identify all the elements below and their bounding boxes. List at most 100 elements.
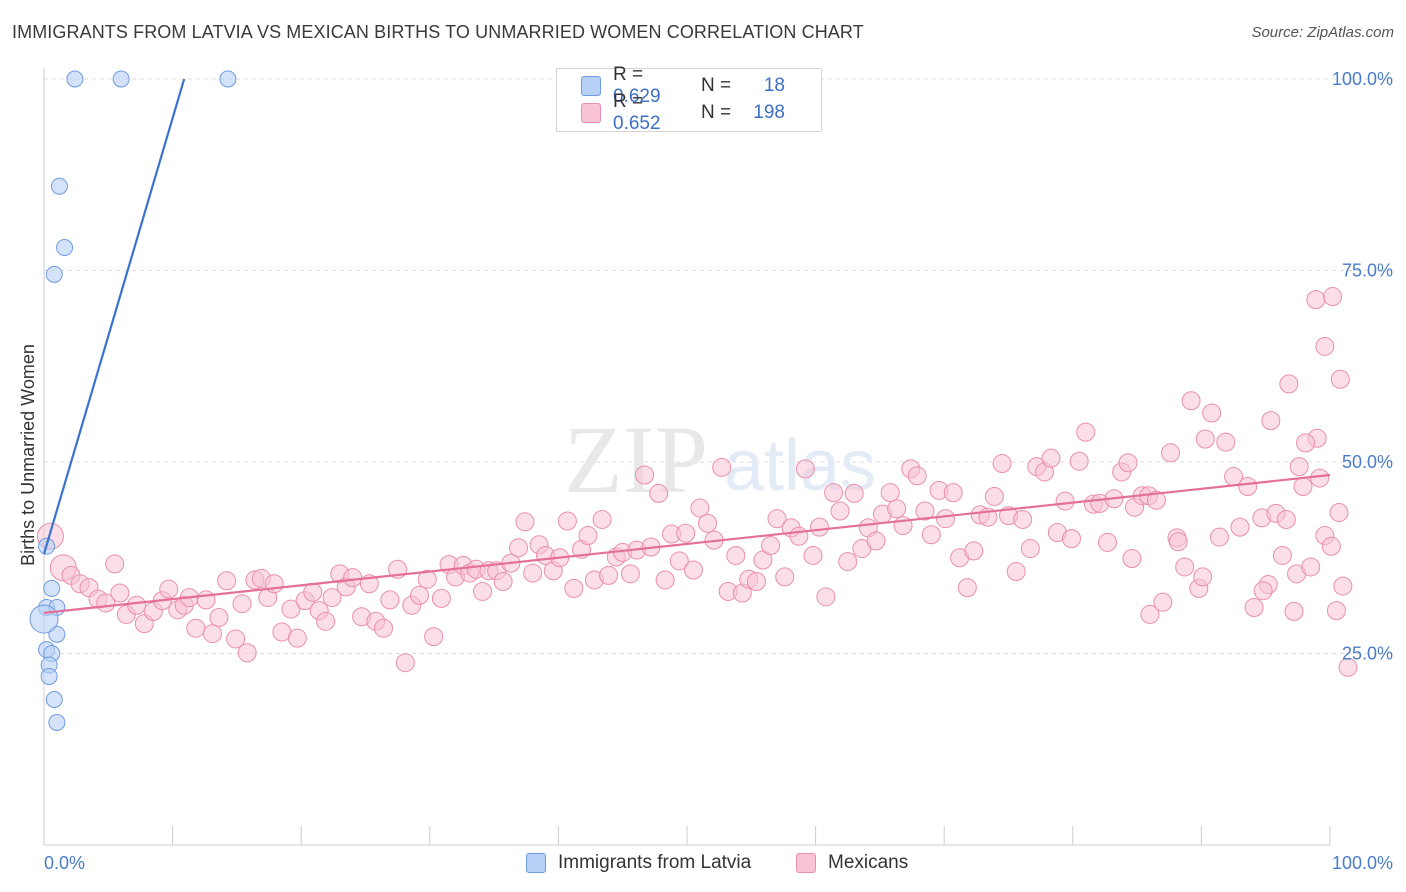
mexicans-point xyxy=(1202,403,1222,423)
mexicans-point xyxy=(1062,529,1082,549)
mexicans-point xyxy=(1230,517,1250,537)
mexicans-point xyxy=(698,513,718,533)
mexicans-point xyxy=(635,465,655,485)
mexicans-point xyxy=(838,552,858,572)
mexicans-point xyxy=(649,483,669,503)
mexicans-point xyxy=(809,517,829,537)
mexicans-point xyxy=(1193,567,1213,587)
mexicans-point xyxy=(226,629,246,649)
legend-r-value-mexicans: 0.652 xyxy=(613,113,661,134)
latvia-point xyxy=(219,70,237,88)
mexicans-point xyxy=(921,525,941,545)
mexicans-point xyxy=(1293,477,1313,497)
mexicans-point xyxy=(935,509,955,529)
mexicans-point xyxy=(1326,601,1346,621)
mexicans-point xyxy=(1153,592,1173,612)
mexicans-point xyxy=(1296,433,1316,453)
mexicans-point xyxy=(676,523,696,543)
y-tick-label: 25.0% xyxy=(1342,644,1393,664)
mexicans-point xyxy=(1329,503,1349,523)
mexicans-point xyxy=(726,545,746,565)
mexicans-point xyxy=(655,570,675,590)
mexicans-point xyxy=(964,541,984,561)
mexicans-point xyxy=(816,587,836,607)
mexicans-point xyxy=(232,594,252,614)
mexicans-point xyxy=(186,618,206,638)
latvia-point xyxy=(112,70,130,88)
legend-row-latvia: R = 0.629 N = 18 xyxy=(581,64,785,107)
latvia-swatch xyxy=(581,76,601,96)
mexicans-point xyxy=(957,578,977,598)
y-tick-label: 75.0% xyxy=(1342,261,1393,281)
mexicans-point xyxy=(1289,457,1309,477)
mexicans-point xyxy=(202,624,222,644)
mexicans-point xyxy=(1168,532,1188,552)
mexicans-point xyxy=(1301,557,1321,577)
latvia-trend-line xyxy=(42,78,186,555)
mexicans-point xyxy=(712,457,732,477)
y-tick-label: 50.0% xyxy=(1342,452,1393,472)
mexicans-point xyxy=(915,501,935,521)
mexicans-point xyxy=(159,579,179,599)
mexicans-point xyxy=(374,618,394,638)
mexicans-point xyxy=(795,459,815,479)
legend-item-latvia: Immigrants from Latvia xyxy=(526,852,751,874)
mexicans-point xyxy=(683,560,703,580)
mexicans-point xyxy=(264,574,284,594)
mexicans-point xyxy=(1333,576,1353,596)
y-tick-label: 100.0% xyxy=(1332,69,1393,89)
mexicans-point xyxy=(1140,604,1160,624)
mexicans-point xyxy=(1284,601,1304,621)
latvia-point xyxy=(45,265,63,283)
legend-n-value-mexicans: 198 xyxy=(753,102,785,123)
mexicans-point xyxy=(343,568,363,588)
mexicans-point xyxy=(1076,422,1096,442)
mexicans-point xyxy=(992,454,1012,474)
mexicans-point xyxy=(493,571,513,591)
mexicans-point xyxy=(1261,411,1281,431)
legend-r-label: R = xyxy=(613,91,644,112)
mexicans-point xyxy=(880,483,900,503)
mexicans-point xyxy=(907,466,927,486)
mexicans-point xyxy=(620,564,640,584)
mexicans-point xyxy=(509,538,529,558)
mexicans-point xyxy=(1330,369,1350,389)
mexicans-point xyxy=(1122,549,1142,569)
mexicans-point xyxy=(599,565,619,585)
mexicans-point xyxy=(1310,468,1330,488)
mexicans-point xyxy=(1195,429,1215,449)
mexicans-point xyxy=(1253,581,1273,601)
legend-r-label: R = xyxy=(613,64,644,85)
legend-n-value-latvia: 18 xyxy=(763,75,785,96)
mexicans-point xyxy=(209,607,229,627)
mexicans-point xyxy=(237,643,257,663)
mexicans-point xyxy=(431,588,451,608)
watermark-zip: ZIP xyxy=(564,406,708,513)
mexicans-point xyxy=(380,590,400,610)
mexicans-point xyxy=(578,526,598,546)
grid-lines xyxy=(44,78,1392,654)
mexicans-legend-swatch xyxy=(796,853,816,873)
trend-lines xyxy=(42,78,1331,614)
mexicans-point xyxy=(866,531,886,551)
mexicans-point xyxy=(789,526,809,546)
mexicans-point xyxy=(1209,527,1229,547)
mexicans-point xyxy=(196,590,216,610)
mexicans-point xyxy=(775,567,795,587)
mexicans-point xyxy=(1244,598,1264,618)
mexicans-point xyxy=(217,571,237,591)
chart-title: IMMIGRANTS FROM LATVIA VS MEXICAN BIRTHS… xyxy=(12,22,864,42)
mexicans-point xyxy=(767,509,787,529)
mexicans-point xyxy=(110,583,130,603)
series-legend: Immigrants from Latvia Mexicans xyxy=(0,852,1406,878)
latvia-legend-swatch xyxy=(526,853,546,873)
mexicans-point xyxy=(105,554,125,574)
mexicans-point xyxy=(564,578,584,598)
data-points xyxy=(29,70,1358,731)
mexicans-point xyxy=(1098,532,1118,552)
mexicans-point xyxy=(1069,451,1089,471)
mexicans-point xyxy=(943,483,963,503)
mexicans-point xyxy=(322,588,342,608)
mexicans-point xyxy=(690,498,710,518)
